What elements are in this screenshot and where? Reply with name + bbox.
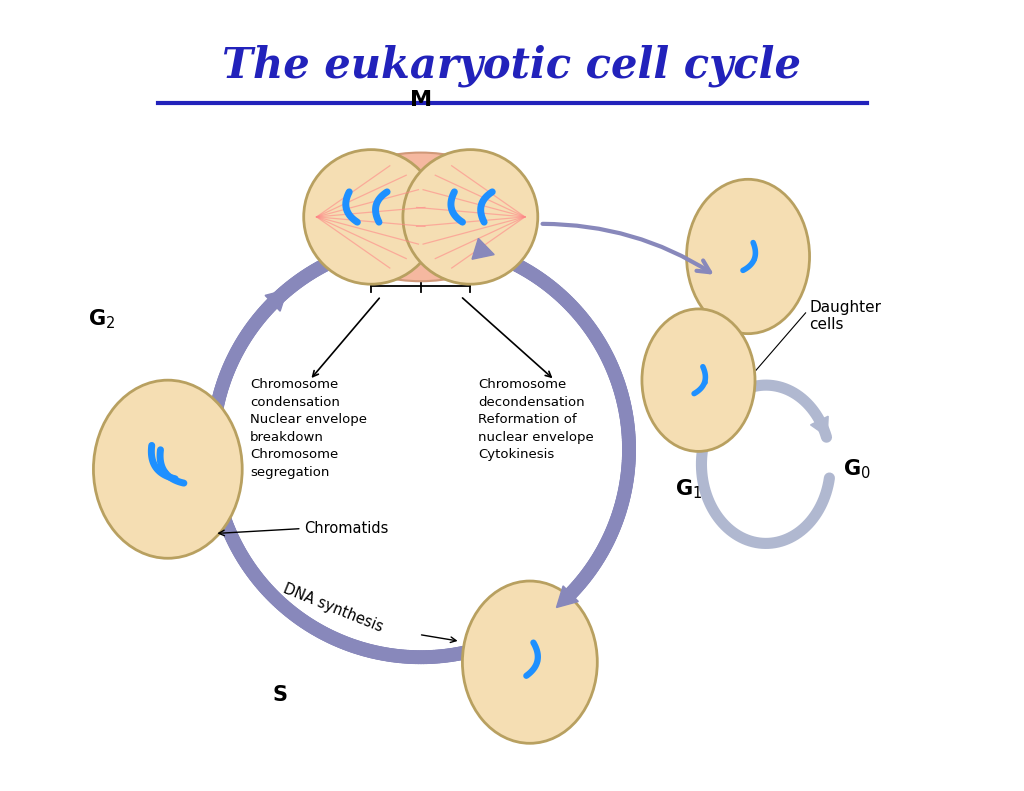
Text: DNA synthesis: DNA synthesis <box>282 581 385 634</box>
Ellipse shape <box>93 380 243 558</box>
Polygon shape <box>472 238 495 259</box>
Polygon shape <box>556 586 579 607</box>
Ellipse shape <box>316 153 525 282</box>
Text: The eukaryotic cell cycle: The eukaryotic cell cycle <box>222 44 802 87</box>
Ellipse shape <box>402 149 538 284</box>
Text: G$_1$: G$_1$ <box>675 477 702 501</box>
Ellipse shape <box>642 309 755 452</box>
Text: Chromosome
condensation
Nuclear envelope
breakdown
Chromosome
segregation: Chromosome condensation Nuclear envelope… <box>250 378 368 479</box>
Text: G$_0$: G$_0$ <box>844 457 871 481</box>
Polygon shape <box>265 290 287 311</box>
Text: G$_2$: G$_2$ <box>88 307 115 331</box>
Text: Chromosome
decondensation
Reformation of
nuclear envelope
Cytokinesis: Chromosome decondensation Reformation of… <box>478 378 594 461</box>
Ellipse shape <box>686 180 810 334</box>
Text: Chromatids: Chromatids <box>304 521 388 536</box>
Polygon shape <box>811 416 828 437</box>
Text: M: M <box>410 90 432 110</box>
Ellipse shape <box>463 581 597 744</box>
Text: Daughter
cells: Daughter cells <box>810 300 882 332</box>
Text: S: S <box>272 685 288 705</box>
Ellipse shape <box>304 149 438 284</box>
